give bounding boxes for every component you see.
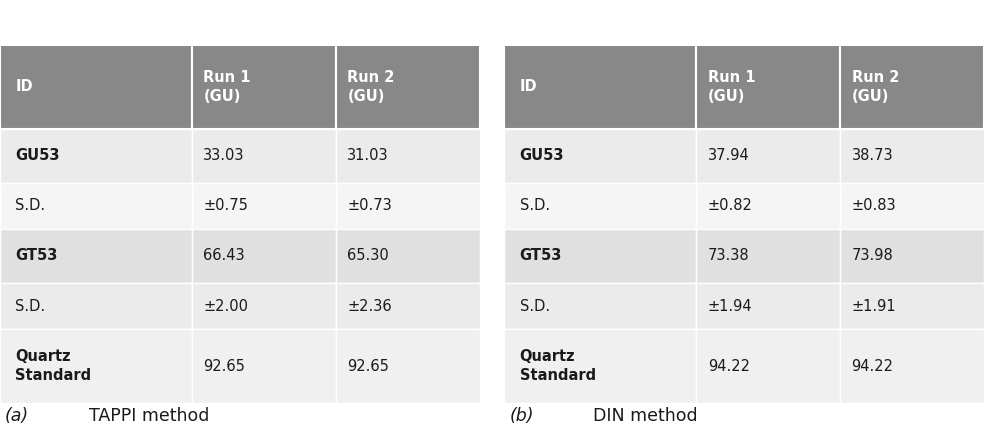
Text: 31.03: 31.03 bbox=[347, 148, 389, 163]
Bar bbox=[697, 229, 840, 283]
Text: 73.98: 73.98 bbox=[851, 248, 893, 263]
Bar bbox=[336, 45, 480, 129]
Text: Run 2
(GU): Run 2 (GU) bbox=[347, 70, 395, 104]
Text: 66.43: 66.43 bbox=[204, 248, 245, 263]
Bar bbox=[697, 183, 840, 229]
Text: ±2.00: ±2.00 bbox=[204, 299, 248, 314]
Text: 94.22: 94.22 bbox=[851, 359, 893, 374]
Bar bbox=[192, 229, 336, 283]
Text: (a): (a) bbox=[5, 407, 30, 425]
Bar bbox=[336, 129, 480, 183]
Text: ID: ID bbox=[16, 79, 33, 94]
Text: ID: ID bbox=[520, 79, 537, 94]
Bar bbox=[504, 329, 697, 403]
Bar bbox=[336, 329, 480, 403]
Bar bbox=[840, 283, 984, 329]
Text: Run 2
(GU): Run 2 (GU) bbox=[851, 70, 899, 104]
Bar bbox=[840, 129, 984, 183]
Text: Run 1
(GU): Run 1 (GU) bbox=[204, 70, 251, 104]
Text: ±0.73: ±0.73 bbox=[347, 198, 392, 213]
Bar bbox=[697, 129, 840, 183]
Bar bbox=[192, 329, 336, 403]
Bar bbox=[192, 283, 336, 329]
Bar bbox=[192, 183, 336, 229]
Bar bbox=[0, 129, 192, 183]
Text: S.D.: S.D. bbox=[16, 198, 45, 213]
Bar bbox=[840, 183, 984, 229]
Text: ±0.83: ±0.83 bbox=[851, 198, 896, 213]
Text: Run 1
(GU): Run 1 (GU) bbox=[707, 70, 755, 104]
Text: Quartz
Standard: Quartz Standard bbox=[16, 349, 92, 383]
Bar bbox=[0, 229, 192, 283]
Text: 92.65: 92.65 bbox=[347, 359, 390, 374]
Text: 37.94: 37.94 bbox=[707, 148, 750, 163]
Text: S.D.: S.D. bbox=[16, 299, 45, 314]
Text: S.D.: S.D. bbox=[520, 299, 550, 314]
Text: GT53: GT53 bbox=[16, 248, 58, 263]
Bar bbox=[0, 183, 192, 229]
Bar bbox=[840, 329, 984, 403]
Text: TAPPI method: TAPPI method bbox=[89, 407, 209, 425]
Text: (b): (b) bbox=[510, 407, 533, 425]
Bar bbox=[192, 45, 336, 129]
Text: 33.03: 33.03 bbox=[204, 148, 245, 163]
Text: GU53: GU53 bbox=[16, 148, 60, 163]
Bar bbox=[840, 229, 984, 283]
Bar bbox=[192, 129, 336, 183]
Bar bbox=[504, 229, 697, 283]
Bar bbox=[336, 229, 480, 283]
Bar bbox=[697, 283, 840, 329]
Text: Quartz
Standard: Quartz Standard bbox=[520, 349, 595, 383]
Text: GT53: GT53 bbox=[520, 248, 562, 263]
Bar bbox=[0, 329, 192, 403]
Text: ±0.75: ±0.75 bbox=[204, 198, 248, 213]
Text: 38.73: 38.73 bbox=[851, 148, 893, 163]
Text: 65.30: 65.30 bbox=[347, 248, 389, 263]
Bar bbox=[0, 45, 192, 129]
Text: 92.65: 92.65 bbox=[204, 359, 245, 374]
Text: 94.22: 94.22 bbox=[707, 359, 750, 374]
Text: S.D.: S.D. bbox=[520, 198, 550, 213]
Text: ±0.82: ±0.82 bbox=[707, 198, 753, 213]
Bar bbox=[840, 45, 984, 129]
Bar bbox=[504, 283, 697, 329]
Bar bbox=[336, 183, 480, 229]
Bar bbox=[504, 129, 697, 183]
Text: GU53: GU53 bbox=[520, 148, 564, 163]
Bar bbox=[0, 283, 192, 329]
Bar bbox=[697, 45, 840, 129]
Bar bbox=[336, 283, 480, 329]
Text: DIN method: DIN method bbox=[592, 407, 698, 425]
Bar bbox=[504, 45, 697, 129]
Text: ±2.36: ±2.36 bbox=[347, 299, 392, 314]
Bar bbox=[504, 183, 697, 229]
Text: ±1.91: ±1.91 bbox=[851, 299, 896, 314]
Text: ±1.94: ±1.94 bbox=[707, 299, 753, 314]
Bar bbox=[697, 329, 840, 403]
Text: 73.38: 73.38 bbox=[707, 248, 750, 263]
